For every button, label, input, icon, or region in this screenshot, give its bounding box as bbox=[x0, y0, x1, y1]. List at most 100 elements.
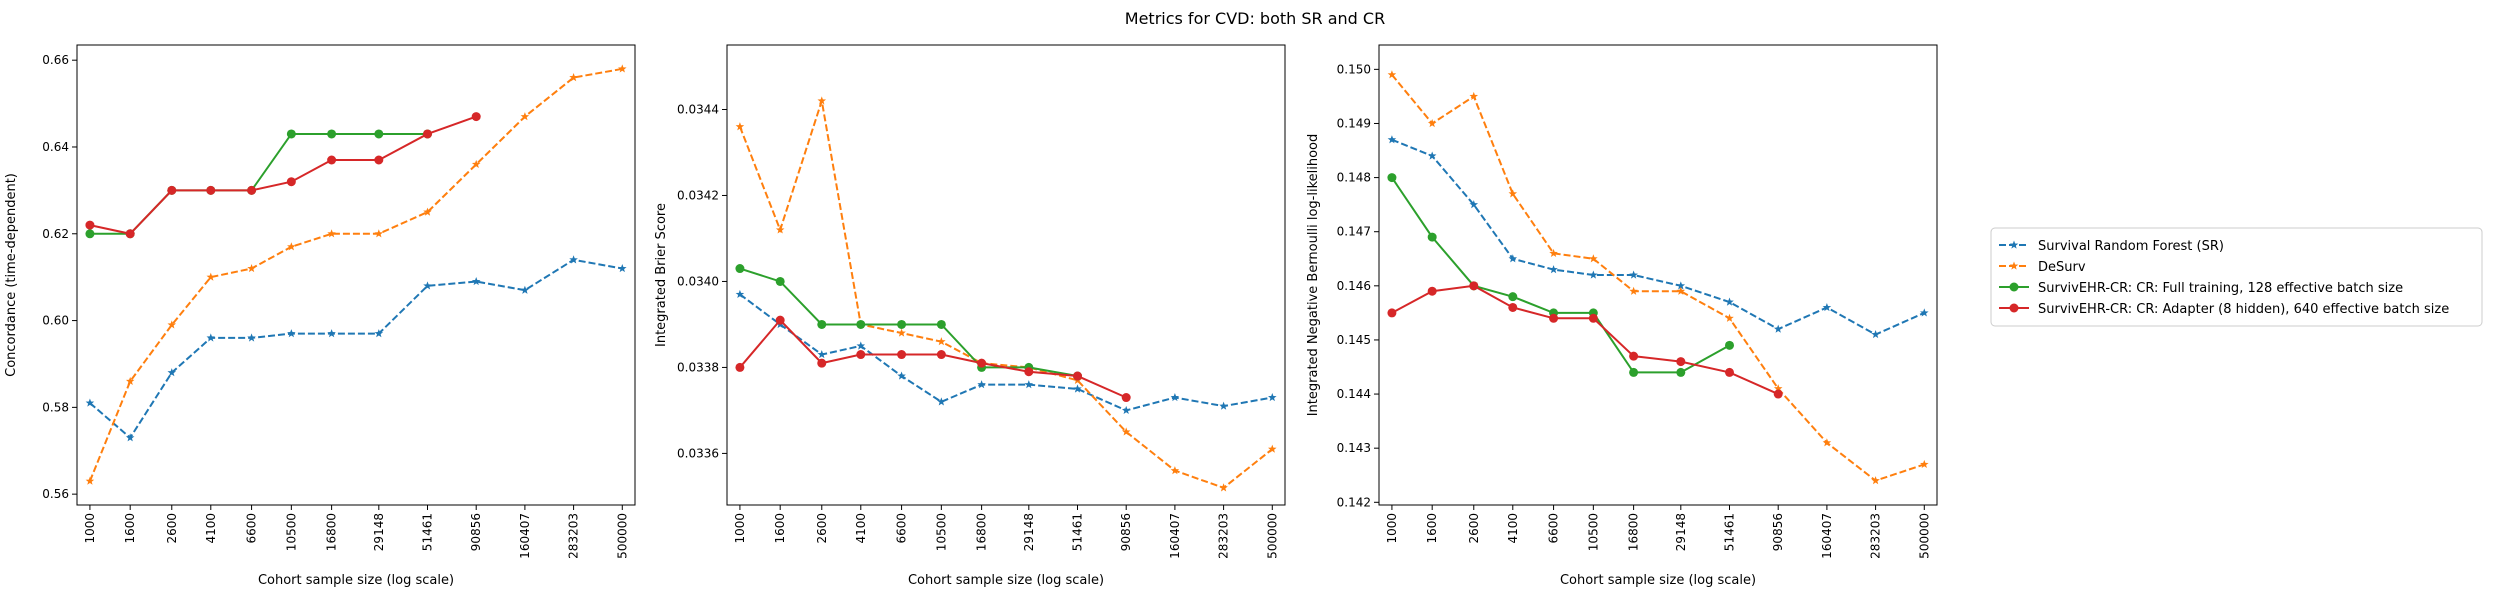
data-point bbox=[1024, 380, 1034, 389]
data-point bbox=[85, 398, 95, 407]
series-line-3 bbox=[739, 267, 1078, 378]
legend-marker bbox=[2009, 240, 2019, 249]
data-point bbox=[287, 242, 296, 251]
data-point bbox=[125, 433, 135, 442]
data-point bbox=[471, 277, 481, 286]
data-point bbox=[374, 155, 384, 165]
x-tick-label: 2600 bbox=[1467, 513, 1481, 544]
y-tick-label: 0.147 bbox=[1337, 225, 1371, 239]
data-point bbox=[1121, 405, 1131, 415]
x-tick-label: 16800 bbox=[325, 513, 339, 551]
data-point bbox=[977, 380, 986, 389]
data-point bbox=[1508, 189, 1518, 198]
y-tick-label: 0.0338 bbox=[677, 360, 719, 374]
x-tick-label: 51461 bbox=[1723, 513, 1737, 551]
data-point bbox=[520, 112, 530, 121]
data-point bbox=[327, 229, 336, 238]
figure-title: Metrics for CVD: both SR and CR bbox=[1125, 9, 1385, 28]
data-point bbox=[1268, 444, 1277, 453]
legend-label: SurvivEHR-CR: CR: Adapter (8 hidden), 64… bbox=[2038, 302, 2449, 317]
data-point bbox=[1871, 476, 1880, 485]
data-point bbox=[856, 341, 866, 350]
data-point bbox=[1676, 281, 1686, 290]
data-point bbox=[856, 319, 866, 329]
legend-marker bbox=[2009, 303, 2019, 313]
data-point bbox=[1589, 254, 1598, 263]
data-point bbox=[1725, 313, 1734, 322]
data-point bbox=[937, 397, 946, 406]
y-tick-label: 0.145 bbox=[1337, 333, 1371, 347]
data-point bbox=[618, 263, 627, 273]
y-tick-label: 0.150 bbox=[1337, 62, 1371, 76]
data-point bbox=[471, 159, 481, 168]
data-point bbox=[85, 220, 95, 230]
data-point bbox=[1508, 292, 1518, 302]
data-point bbox=[247, 333, 256, 342]
data-point bbox=[1387, 308, 1397, 318]
x-tick-label: 1000 bbox=[83, 513, 97, 544]
data-point bbox=[1121, 427, 1131, 436]
data-point bbox=[937, 337, 946, 346]
data-point bbox=[471, 112, 481, 122]
data-point bbox=[423, 281, 432, 290]
chart-panels: 0.56 0.58 0.60 0.62 0.64 0.66 1000 1600 2600 4100… bbox=[4, 44, 1938, 588]
data-point bbox=[618, 64, 627, 73]
data-point bbox=[167, 320, 177, 329]
data-point bbox=[1469, 91, 1479, 101]
data-point bbox=[1676, 357, 1686, 367]
data-point bbox=[1170, 393, 1180, 402]
x-tick-label: 4100 bbox=[1506, 513, 1520, 544]
data-point bbox=[423, 207, 432, 216]
series-line-1 bbox=[89, 258, 623, 440]
y-tick-label: 0.64 bbox=[42, 140, 69, 154]
data-point bbox=[1549, 313, 1559, 323]
series-line-2 bbox=[738, 100, 1273, 489]
y-tick-label: 0.146 bbox=[1337, 279, 1371, 293]
x-axis-label: Cohort sample size (log scale) bbox=[908, 573, 1104, 588]
data-point bbox=[1427, 232, 1437, 242]
x-tick-label: 16800 bbox=[1627, 513, 1641, 551]
data-point bbox=[1219, 401, 1228, 410]
data-point bbox=[374, 329, 384, 338]
x-tick-label: 6600 bbox=[245, 513, 259, 544]
x-tick-label: 500000 bbox=[1917, 513, 1931, 559]
data-point bbox=[1773, 384, 1783, 393]
y-axis-label: Concordance (time-dependent) bbox=[4, 173, 19, 377]
data-point bbox=[1268, 393, 1277, 402]
data-point bbox=[1773, 389, 1783, 399]
y-tick-label: 0.149 bbox=[1337, 116, 1371, 130]
data-point bbox=[327, 329, 336, 338]
x-tick-label: 90856 bbox=[1771, 513, 1785, 551]
series-line-4 bbox=[89, 115, 477, 235]
data-point bbox=[206, 185, 216, 195]
y-tick-label: 0.58 bbox=[42, 400, 69, 414]
data-point bbox=[775, 225, 785, 234]
data-point bbox=[1920, 459, 1929, 469]
data-point bbox=[775, 315, 785, 325]
data-point bbox=[936, 319, 946, 329]
data-point bbox=[1427, 286, 1437, 296]
data-point bbox=[735, 289, 745, 298]
x-tick-label: 51461 bbox=[1071, 513, 1085, 551]
data-point bbox=[1629, 367, 1639, 377]
data-point bbox=[423, 129, 433, 139]
x-tick-label: 10500 bbox=[934, 513, 948, 551]
data-point bbox=[735, 362, 745, 372]
data-point bbox=[247, 185, 257, 195]
series-line-1 bbox=[739, 293, 1273, 412]
data-point bbox=[167, 368, 177, 377]
data-point bbox=[1725, 297, 1734, 306]
data-point bbox=[1725, 340, 1735, 350]
y-tick-label: 0.66 bbox=[42, 53, 69, 67]
data-point bbox=[1469, 200, 1479, 209]
data-point bbox=[1549, 265, 1558, 274]
x-tick-label: 1600 bbox=[773, 513, 787, 544]
y-axis-label: Integrated Negative Bernoulli log-likeli… bbox=[1306, 134, 1321, 417]
data-point bbox=[1121, 393, 1131, 403]
y-tick-label: 0.62 bbox=[42, 227, 69, 241]
data-point bbox=[1629, 270, 1638, 279]
data-point bbox=[1773, 324, 1783, 333]
chart-panel-2: 0.0336 0.0338 0.0340 0.0342 0.0344 1000 1600 26… bbox=[654, 44, 1286, 588]
data-point bbox=[1508, 254, 1518, 263]
data-point bbox=[1589, 270, 1598, 279]
